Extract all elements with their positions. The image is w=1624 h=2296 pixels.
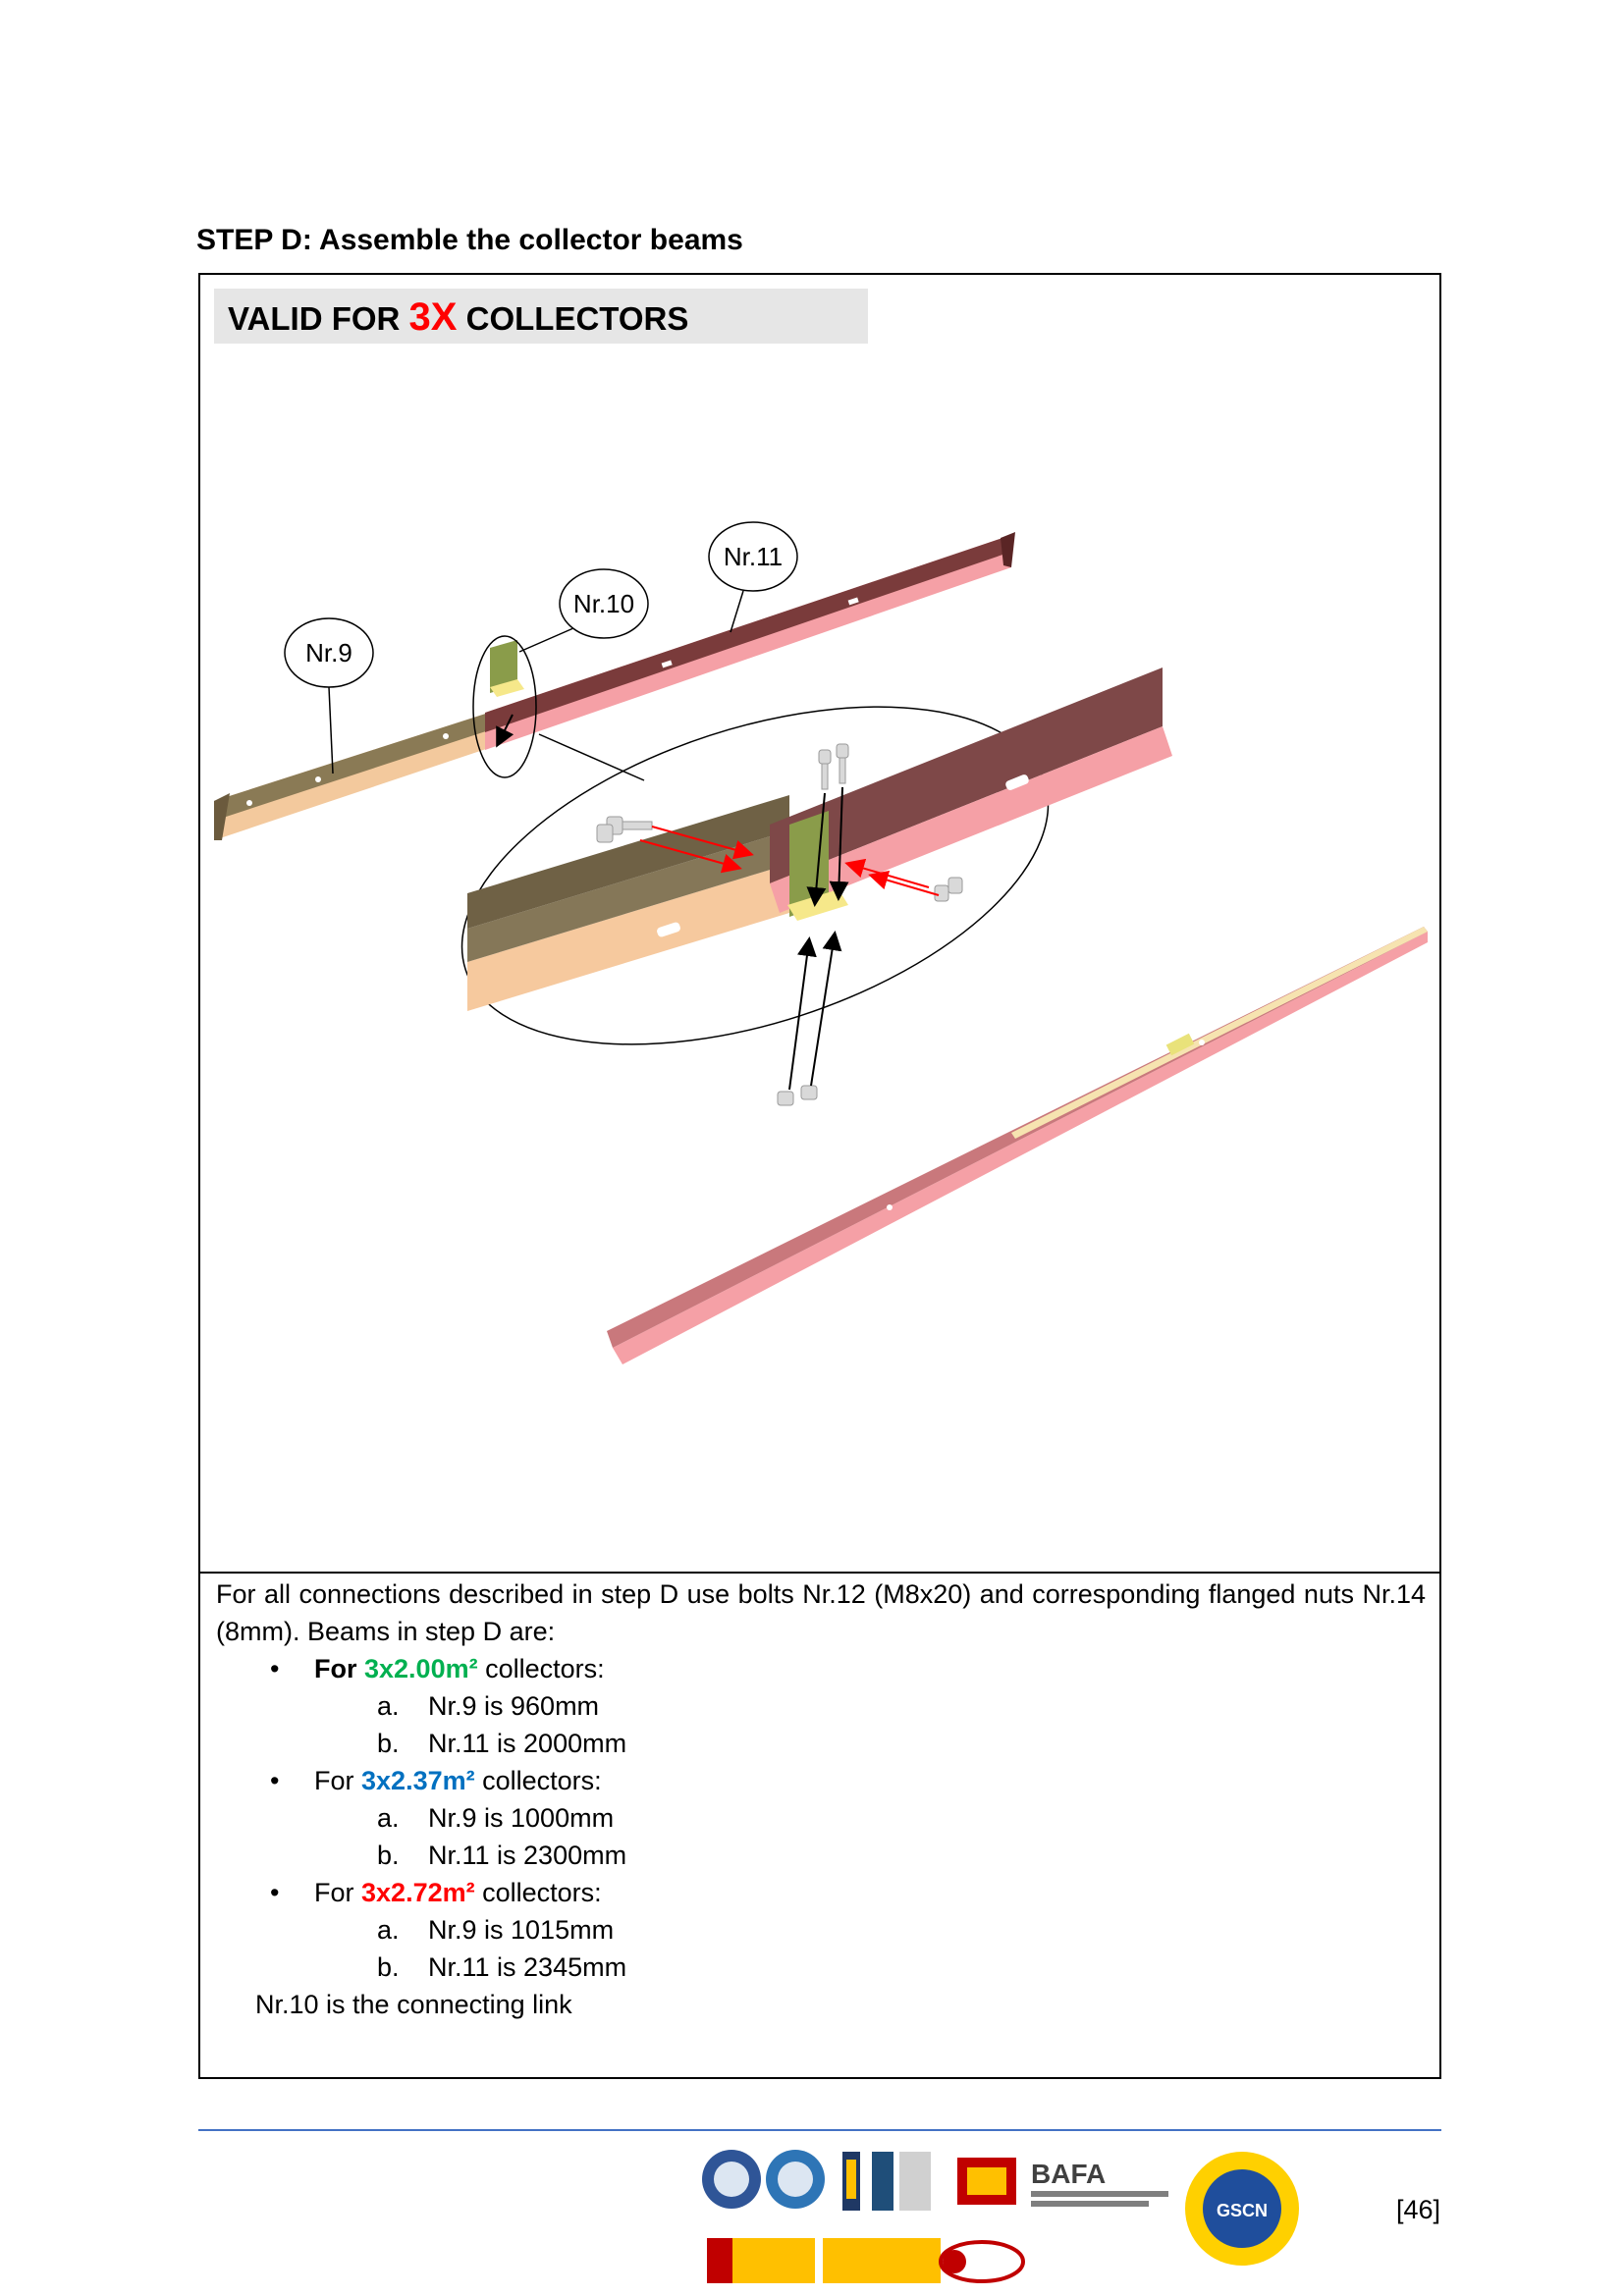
callout-nr9: Nr.9 (284, 617, 374, 774)
list-item: a. Nr.9 is 960mm (377, 1691, 600, 1721)
bafa-logo: BAFA (1031, 2159, 1106, 2189)
footer-rule (198, 2129, 1441, 2131)
collector-size: 3x2.00m² (364, 1654, 478, 1683)
detail-ring-small (472, 635, 537, 778)
bullet-dot: • (270, 1654, 280, 1683)
bullet-suffix: collectors: (477, 1654, 605, 1683)
link-nr10 (490, 640, 524, 697)
collector-size: 3x2.72m² (361, 1878, 475, 1907)
banner-prefix: VALID FOR (228, 300, 409, 337)
bullet-dot: • (270, 1766, 280, 1795)
assembly-arrows (639, 786, 940, 1091)
bolts-and-nuts (596, 743, 963, 1106)
bullet-dot: • (270, 1878, 280, 1907)
beam-nr9 (214, 711, 495, 840)
svg-text:Nr.11: Nr.11 (724, 542, 783, 571)
page-number: [46] (1396, 2195, 1441, 2224)
svg-text:Nr.9: Nr.9 (305, 638, 352, 667)
banner-highlight: 3X (408, 295, 458, 339)
cert-logo-2 (766, 2150, 825, 2209)
list-item: b. Nr.11 is 2000mm (377, 1729, 627, 1758)
connecting-link-note: Nr.10 is the connecting link (255, 1990, 572, 2019)
list-item: a. Nr.9 is 1015mm (377, 1915, 615, 1945)
validity-banner: VALID FOR 3X COLLECTORS (214, 289, 868, 344)
intro-paragraph: For all connections described in step D … (216, 1579, 1426, 1646)
instruction-text: For all connections described in step D … (216, 1575, 1426, 2023)
callout-nr11: Nr.11 (708, 521, 798, 633)
keymark-logo (842, 2152, 860, 2211)
svg-text:Nr.10: Nr.10 (573, 589, 634, 618)
bullet-prefix: For (314, 1654, 364, 1683)
spain-government-logo (707, 2238, 815, 2283)
bullet-item: • For 3x2.00m² collectors: (216, 1650, 1426, 1687)
bullet-prefix: For (314, 1878, 362, 1907)
cert-logo-1 (702, 2150, 761, 2209)
section-divider (200, 1572, 1439, 1574)
list-item: b. Nr.11 is 2300mm (377, 1841, 627, 1870)
cert-logo-3 (939, 2240, 1025, 2283)
bullet-prefix: For (314, 1766, 362, 1795)
bullet-item: • For 3x2.37m² collectors: (216, 1762, 1426, 1799)
assembly-drawing: Nr.11 Nr.10 Nr.9 (214, 521, 1428, 1364)
callout-nr10: Nr.10 (518, 568, 649, 653)
bullet-item: • For 3x2.72m² collectors: (216, 1874, 1426, 1911)
institute-logo (872, 2152, 931, 2211)
collector-size: 3x2.37m² (361, 1766, 475, 1795)
bullet-suffix: collectors: (474, 1766, 602, 1795)
beam-detail (467, 667, 1172, 1011)
svg-text:GSCN: GSCN (1217, 2201, 1268, 2220)
bullet-suffix: collectors: (474, 1878, 602, 1907)
certification-logos: BAFA GSCN (702, 2150, 1299, 2283)
beam-nr11 (485, 532, 1015, 750)
list-item: b. Nr.11 is 2345mm (377, 1952, 627, 1982)
banner-suffix: COLLECTORS (457, 300, 689, 337)
gscn-seal: GSCN (1185, 2152, 1299, 2266)
list-item: a. Nr.9 is 1000mm (377, 1803, 615, 1833)
ministry-logo (823, 2238, 941, 2283)
step-title: STEP D: Assemble the collector beams (196, 224, 743, 256)
eagle-emblem (957, 2158, 1016, 2205)
assembled-beam (607, 927, 1428, 1364)
instruction-frame: VALID FOR 3X COLLECTORS (198, 273, 1441, 2079)
